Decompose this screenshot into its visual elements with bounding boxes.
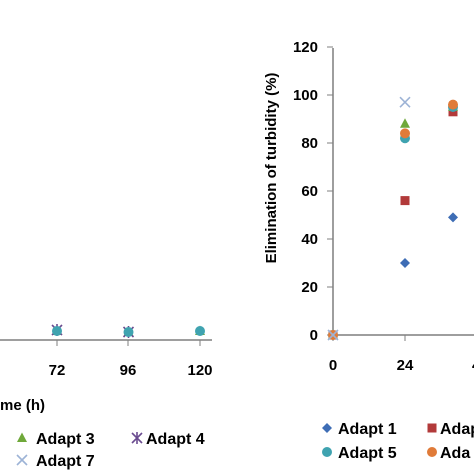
right-y-tick-label: 60 bbox=[301, 183, 318, 200]
left-legend: Adapt 3 Adapt 4 Adapt 7 bbox=[16, 431, 205, 470]
data-point-a5 bbox=[52, 326, 62, 336]
legend-marker-square bbox=[427, 423, 437, 433]
legend-label-adapt-4: Adapt 4 bbox=[146, 431, 205, 448]
data-point-a1 bbox=[448, 212, 458, 223]
left-chart: 72 96 120 me (h) Adapt 3 Adapt 4 Adapt 7 bbox=[0, 324, 213, 470]
legend-marker-x bbox=[16, 454, 28, 466]
left-x-axis-title: me (h) bbox=[0, 397, 45, 414]
right-y-axis-title: Elimination of turbidity (%) bbox=[263, 73, 280, 264]
legend-symbol bbox=[427, 423, 437, 433]
legend-label-adapt-3: Adapt 3 bbox=[36, 431, 95, 448]
legend-label-adapt-6: Ada bbox=[440, 445, 470, 462]
legend-symbol bbox=[16, 454, 28, 466]
left-plot-area bbox=[51, 324, 205, 338]
right-y-tick-label: 120 bbox=[293, 39, 318, 56]
legend-marker-triangle bbox=[17, 432, 27, 442]
legend-label-adapt-2: Adap bbox=[440, 421, 474, 438]
data-point-a1 bbox=[400, 258, 410, 268]
right-legend: Adapt 1 Adap Adapt 5 Ada bbox=[322, 421, 474, 462]
legend-symbol bbox=[131, 432, 143, 444]
right-y-tick-label: 80 bbox=[301, 135, 318, 152]
legend-symbol bbox=[322, 423, 332, 433]
right-x-tick-label: 24 bbox=[397, 357, 414, 374]
left-x-tick-label: 96 bbox=[120, 362, 137, 379]
legend-symbol bbox=[427, 447, 437, 457]
legend-label-adapt-1: Adapt 1 bbox=[338, 421, 397, 438]
left-x-tick-label: 72 bbox=[49, 362, 66, 379]
data-point-a6 bbox=[400, 128, 410, 139]
right-y-tick-label: 40 bbox=[301, 231, 318, 248]
legend-marker-asterisk bbox=[131, 432, 143, 444]
legend-marker-circle bbox=[322, 447, 332, 457]
legend-marker-diamond bbox=[322, 423, 332, 433]
data-point-a7 bbox=[327, 329, 339, 341]
data-point-a3 bbox=[400, 118, 410, 128]
data-point-a6 bbox=[448, 99, 458, 110]
data-point-a7 bbox=[399, 96, 411, 108]
right-y-tick-label: 0 bbox=[310, 327, 318, 344]
legend-symbol bbox=[17, 432, 27, 442]
right-x-tick-label: 0 bbox=[329, 357, 337, 374]
right-y-tick-label: 20 bbox=[301, 279, 318, 296]
data-point-a2 bbox=[400, 196, 410, 206]
data-point-a5 bbox=[195, 326, 205, 336]
right-y-tick-label: 100 bbox=[293, 87, 318, 104]
right-chart: 0 20 40 60 80 100 120 0 24 4 Elimination of turb… bbox=[263, 39, 474, 462]
legend-label-adapt-5: Adapt 5 bbox=[338, 445, 397, 462]
legend-label-adapt-7: Adapt 7 bbox=[36, 453, 95, 470]
left-x-tick-label: 120 bbox=[187, 362, 212, 379]
legend-marker-circle bbox=[427, 447, 437, 457]
data-point-a5 bbox=[123, 327, 134, 337]
right-plot-area bbox=[327, 96, 458, 341]
right-x-tick-label: 4 bbox=[472, 357, 474, 374]
legend-symbol bbox=[322, 447, 332, 457]
